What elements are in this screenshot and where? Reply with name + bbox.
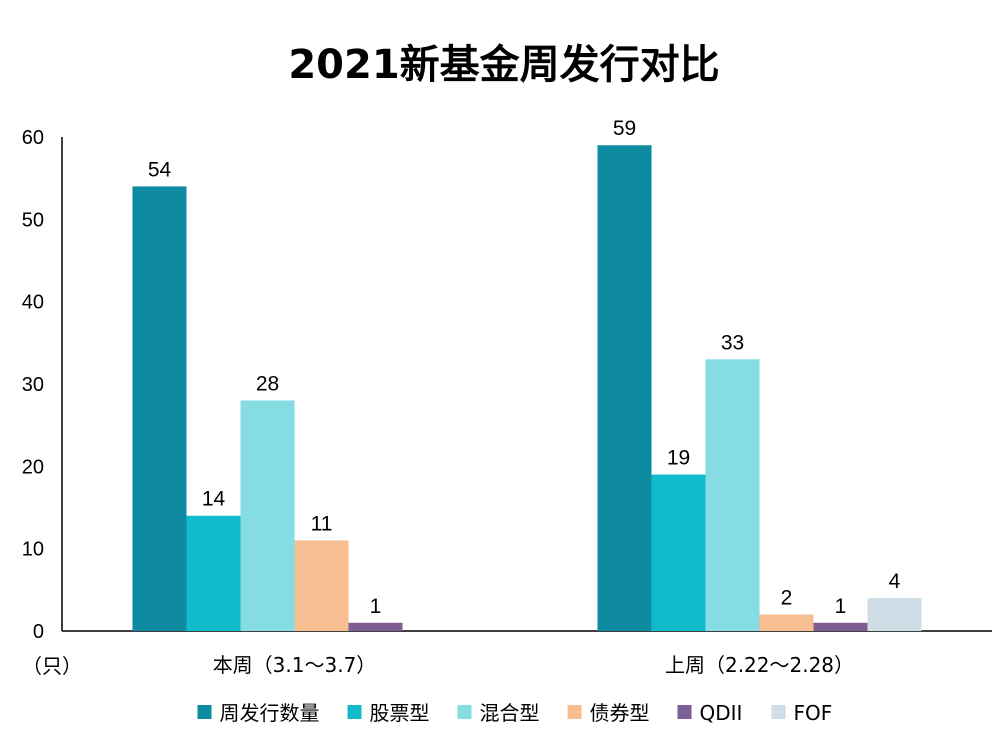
category-labels: 本周（3.1～3.7） 上周（2.22～2.28）: [213, 653, 854, 677]
legend-label: 股票型: [370, 701, 430, 725]
data-label: 11: [311, 512, 333, 535]
legend: 周发行数量 股票型 混合型 债券型 QDII FOF: [197, 701, 833, 725]
legend-swatch: [567, 705, 582, 719]
data-label: 19: [667, 447, 690, 470]
data-label: 14: [202, 488, 226, 511]
legend-swatch: [347, 705, 362, 719]
bar: [348, 622, 403, 631]
unit-label: （只）: [22, 654, 82, 678]
data-label: 4: [889, 570, 901, 593]
data-label: 28: [256, 372, 279, 395]
y-tick-label: 0: [33, 621, 44, 643]
legend-label: QDII: [700, 701, 743, 725]
bars: [132, 145, 922, 631]
bar: [651, 474, 706, 631]
category-label: 上周（2.22～2.28）: [665, 653, 854, 677]
bar: [597, 145, 652, 631]
y-tick-label: 40: [22, 292, 44, 314]
bar: [294, 540, 349, 631]
bar: [186, 515, 241, 631]
legend-swatch: [197, 705, 212, 719]
bar: [705, 359, 760, 631]
data-label: 59: [613, 117, 636, 140]
legend-swatch: [677, 705, 692, 719]
y-tick-label: 50: [22, 209, 44, 231]
category-label: 本周（3.1～3.7）: [213, 653, 377, 677]
bar: [759, 614, 814, 631]
legend-label: FOF: [794, 701, 833, 725]
legend-swatch: [457, 705, 472, 719]
legend-label: 周发行数量: [220, 701, 320, 725]
bar: [867, 598, 922, 631]
legend-swatch: [771, 705, 786, 719]
bar: [813, 622, 868, 631]
y-tick-label: 20: [22, 456, 44, 478]
data-label: 1: [835, 595, 847, 618]
legend-label: 混合型: [480, 701, 540, 725]
bar: [240, 400, 295, 631]
y-tick-label: 30: [22, 374, 44, 396]
data-label: 1: [370, 595, 382, 618]
data-label: 33: [721, 331, 744, 354]
chart-title: 2021新基金周发行对比: [288, 42, 719, 88]
data-label: 54: [148, 158, 172, 181]
y-tick-label: 10: [22, 539, 44, 561]
bar: [132, 186, 187, 631]
legend-label: 债券型: [590, 701, 650, 725]
y-tick-label: 60: [22, 127, 44, 149]
data-label: 2: [781, 587, 793, 610]
